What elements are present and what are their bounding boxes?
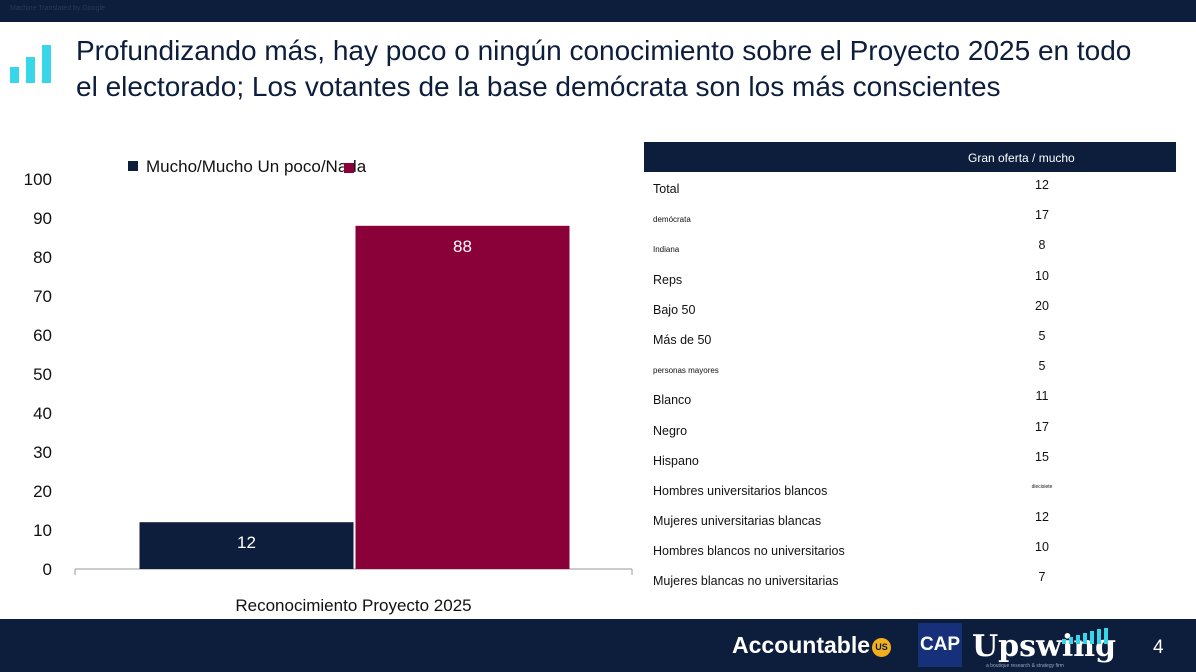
row-label: Bajo 50 [653, 302, 696, 317]
row-label: Reps [653, 272, 683, 287]
row-value: 15 [1035, 449, 1049, 464]
row-value: 11 [1035, 389, 1049, 404]
row-label: Hombres universitarios blancos [653, 483, 828, 498]
table-row: Hombres universitarios blancos diecisiete [644, 474, 1176, 504]
row-label: Mujeres blancas no universitarias [653, 574, 839, 589]
table-row: Mujeres blancas no universitarias 7 [644, 564, 1176, 594]
row-value: 12 [1035, 510, 1049, 525]
table-row: Hombres blancos no universitarios 10 [644, 534, 1176, 564]
row-value: 20 [1035, 298, 1049, 313]
y-tick-label: 100 [24, 170, 52, 189]
y-tick-label: 40 [33, 404, 52, 423]
bar-un-poco-nada [355, 225, 570, 570]
row-label: Indiana [653, 245, 680, 255]
table-row: personas mayores 5 [644, 353, 1176, 383]
row-value: 7 [1038, 570, 1046, 585]
row-value: 17 [1035, 419, 1049, 434]
row-value: diecisiete [1031, 483, 1053, 490]
row-label: Negro [653, 423, 688, 438]
subgroup-table: Gran oferta / mucho Total 12 demócrata 17 In… [644, 142, 1176, 595]
cap-logo: CAP [918, 623, 962, 667]
table-row: Indiana 8 [644, 232, 1176, 262]
y-tick-label: 80 [33, 248, 52, 267]
accountable-us-logo: Accountable US [732, 632, 892, 659]
x-category-label: Reconocimiento Proyecto 2025 [235, 596, 471, 615]
row-label: Blanco [653, 393, 692, 408]
upswing-bars-icon [1062, 628, 1108, 644]
table-row: Total 12 [644, 172, 1176, 202]
row-value: 8 [1038, 238, 1046, 253]
row-label: demócrata [653, 215, 691, 225]
table-row: Hispano 15 [644, 444, 1176, 474]
legend-swatch-nada [344, 163, 354, 173]
row-label: personas mayores [653, 366, 719, 376]
table-row: Más de 50 5 [644, 323, 1176, 353]
table-body: Total 12 demócrata 17 Indiana 8 Reps 10 Bajo 50 2… [644, 172, 1176, 595]
row-value: 5 [1038, 359, 1046, 374]
bar-chart: 0 10 20 30 40 50 60 70 80 90 100 12 88 Reconocimiento… [24, 170, 633, 615]
y-tick-label: 90 [33, 209, 52, 228]
row-value: 10 [1035, 268, 1049, 283]
y-tick-label: 30 [33, 443, 52, 462]
row-label: Más de 50 [653, 332, 712, 347]
row-label: Hispano [653, 453, 699, 468]
row-value: 12 [1035, 178, 1049, 192]
table-row: Mujeres universitarias blancas 12 [644, 504, 1176, 534]
footer: Accountable US CAP Upswing a boutique res… [0, 619, 1196, 672]
chart-legend: Mucho/Mucho Un poco/Nada [128, 157, 366, 177]
y-tick-label: 50 [33, 365, 52, 384]
bar-data-label: 88 [453, 237, 472, 256]
page-title: Profundizando más, hay poco o ningún con… [76, 35, 1132, 102]
table-header: Gran oferta / mucho [644, 142, 1176, 172]
bar-data-label: 12 [237, 533, 256, 552]
row-label: Hombres blancos no universitarios [653, 544, 845, 559]
upswing-tagline: a boutique research & strategy firm [986, 663, 1064, 669]
row-value: 5 [1038, 328, 1046, 343]
table-row: demócrata 17 [644, 202, 1176, 232]
table-header-label: Gran oferta / mucho [968, 151, 1075, 165]
table-row: Reps 10 [644, 263, 1176, 293]
y-tick-label: 60 [33, 326, 52, 345]
y-tick-label: 10 [33, 521, 52, 540]
row-label: Mujeres universitarias blancas [653, 514, 822, 529]
row-value: 17 [1035, 208, 1049, 223]
y-tick-label: 20 [33, 482, 52, 501]
y-tick-label: 70 [33, 287, 52, 306]
page-number: 4 [1153, 637, 1164, 658]
bar-chart-icon [10, 45, 51, 83]
us-badge: US [872, 638, 892, 657]
y-tick-label: 0 [43, 560, 52, 579]
table-row: Negro 17 [644, 414, 1176, 444]
row-label: Total [653, 182, 680, 196]
banner-text: Machine Translated by Google [10, 5, 105, 12]
top-banner: Machine Translated by Google [0, 0, 1196, 22]
legend-text: Mucho/Mucho Un poco/Nada [146, 157, 367, 176]
legend-swatch-mucho [128, 161, 138, 171]
row-value: 10 [1035, 540, 1049, 555]
table-row: Blanco 11 [644, 383, 1176, 413]
bar-mucho [139, 522, 354, 569]
table-row: Bajo 50 20 [644, 293, 1176, 323]
